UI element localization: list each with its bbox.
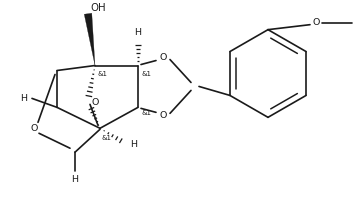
Polygon shape: [84, 13, 95, 66]
Text: O: O: [159, 111, 167, 120]
Text: OH: OH: [90, 3, 106, 13]
Text: O: O: [92, 98, 99, 107]
Text: H: H: [71, 175, 79, 184]
Text: &1: &1: [98, 72, 108, 78]
Text: O: O: [312, 18, 320, 27]
Text: H: H: [130, 140, 137, 149]
Text: O: O: [159, 53, 167, 62]
Text: H: H: [20, 94, 27, 103]
Text: &1: &1: [142, 110, 152, 116]
Text: &1: &1: [142, 72, 152, 78]
Text: &1: &1: [102, 135, 112, 141]
Text: O: O: [30, 124, 38, 133]
Text: H: H: [135, 28, 141, 37]
